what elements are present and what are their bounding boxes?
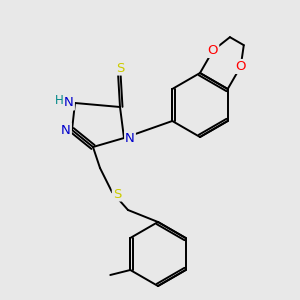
Text: S: S: [113, 188, 121, 200]
Text: N: N: [61, 124, 71, 136]
Text: H: H: [55, 94, 63, 107]
Text: O: O: [208, 44, 218, 57]
Text: N: N: [64, 97, 74, 110]
Text: S: S: [116, 61, 124, 74]
Text: N: N: [125, 131, 135, 145]
Text: O: O: [236, 60, 246, 73]
